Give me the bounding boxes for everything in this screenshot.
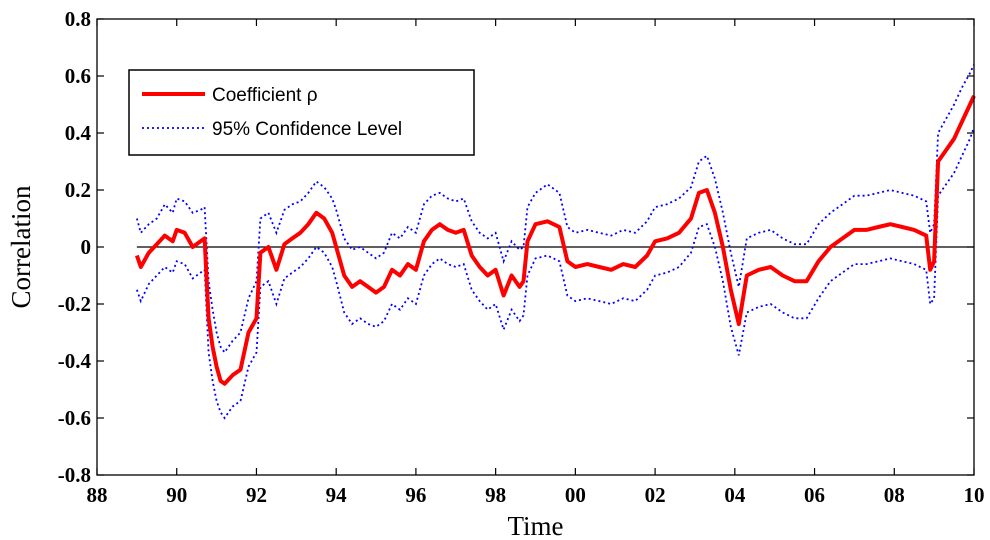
axes: 88 90 92 94 96 98 00 02 04 06 08 10 -0.8 -0.6 -0.4 -0.2…: [58, 7, 985, 507]
x-tick-label: 06: [804, 483, 825, 507]
y-tick-label: 0.2: [65, 178, 91, 202]
x-axis-label: Time: [507, 511, 563, 540]
confidence-upper-line: [136, 64, 975, 354]
x-tick-label: 92: [246, 483, 267, 507]
x-tick-label: 10: [964, 483, 985, 507]
y-tick-label: 0.4: [65, 121, 92, 145]
coefficient-rho-line: [135, 95, 976, 386]
y-tick-label: -0.6: [58, 406, 91, 430]
y-tick-label: 0: [81, 235, 92, 259]
x-tick-label: 88: [87, 483, 108, 507]
x-tick-label: 08: [884, 483, 905, 507]
x-tick-label: 98: [485, 483, 506, 507]
x-tick-label: 02: [645, 483, 666, 507]
plot-area: [135, 64, 976, 420]
x-tick-label: 04: [724, 483, 746, 507]
y-tick-label: -0.4: [58, 349, 92, 373]
legend-box: [128, 69, 475, 156]
x-tick-label: 96: [405, 483, 426, 507]
y-tick-label: -0.8: [58, 463, 91, 487]
x-tick-label: 94: [326, 483, 348, 507]
legend-label-rho: Coefficient ρ: [212, 85, 318, 106]
y-axis-label: Correlation: [6, 185, 36, 308]
confidence-lower-line: [136, 127, 975, 420]
y-tick-label: 0.6: [65, 64, 91, 88]
legend: Coefficient ρ 95% Confidence Level: [128, 69, 475, 156]
x-tick-label: 90: [166, 483, 187, 507]
y-tick-label: 0.8: [65, 7, 91, 31]
y-tick-label: -0.2: [58, 292, 91, 316]
x-tick-label: 00: [565, 483, 586, 507]
legend-label-confidence: 95% Confidence Level: [212, 119, 402, 140]
